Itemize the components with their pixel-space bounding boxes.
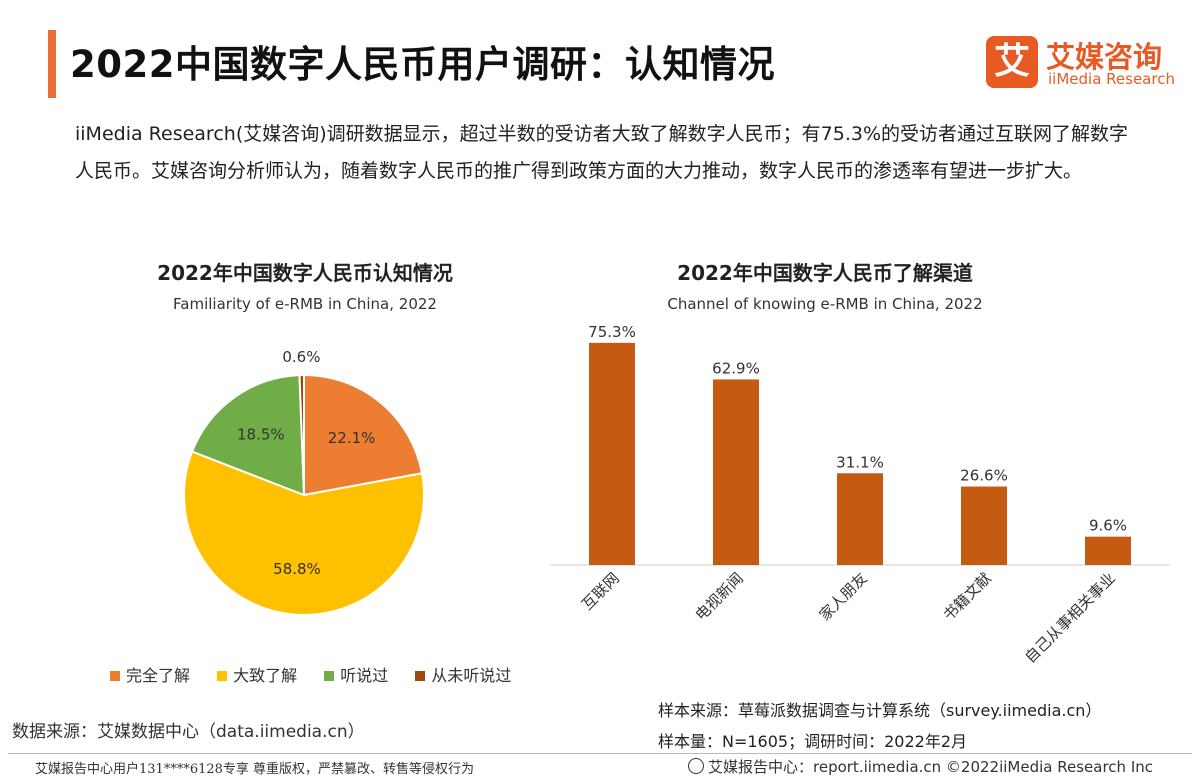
pie-slice-roughly: [183, 450, 425, 616]
footer-report-link: 艾媒报告中心：report.iimedia.cn ©2022iiMedia Re…: [688, 756, 1153, 777]
bar-category-label-1: 互联网: [578, 569, 623, 614]
legend-swatch-roughly: [217, 670, 228, 681]
pie-chart: 22.1% 58.8% 18.5% 0.6%: [183, 348, 425, 616]
data-source: 数据来源：艾媒数据中心（data.iimedia.cn）: [12, 722, 365, 742]
legend-item-never: 从未听说过: [415, 662, 511, 686]
logo-chinese-name: 艾媒咨询: [1046, 40, 1163, 74]
bar-value-label-1: 75.3%: [588, 325, 636, 341]
bar-chart: 75.3% 互联网 62.9% 电视新闻 31.1% 家人朋友 26.6% 书籍文献 9.6% 自…: [550, 325, 1170, 667]
sample-size: 样本量：N=1605；调研时间：2022年2月: [658, 732, 967, 751]
legend-label-roughly: 大致了解: [233, 666, 298, 685]
intro-paragraph: iiMedia Research(艾媒咨询)调研数据显示，超过半数的受访者大致了…: [75, 123, 1128, 182]
bar-value-label-4: 26.6%: [960, 467, 1008, 485]
page-title: 2022中国数字人民币用户调研：认知情况: [70, 43, 775, 86]
logo-mark-icon: 艾: [986, 36, 1038, 88]
legend-item-heard: 听说过: [324, 662, 388, 686]
bar-value-label-2: 62.9%: [712, 359, 760, 377]
pie-label-complete: 22.1%: [328, 429, 376, 447]
bar-3: [837, 473, 883, 565]
pie-chart-title: 2022年中国数字人民币认知情况: [157, 261, 453, 285]
legend-item-complete: 完全了解: [110, 662, 190, 686]
bar-5: [1085, 536, 1131, 565]
bar-1: [589, 342, 635, 565]
footer-report-text: 艾媒报告中心：report.iimedia.cn ©2022iiMedia Re…: [708, 758, 1154, 776]
bar-4: [961, 486, 1007, 565]
legend-swatch-heard: [324, 670, 335, 681]
globe-icon: [688, 757, 704, 774]
footer-copyright-notice: 艾媒报告中心用户131****6128专享 尊重版权，严禁篡改、转售等侵权行为: [35, 762, 475, 777]
iimedia-logo: 艾 艾媒咨询 iiMedia Research: [986, 32, 1175, 92]
bar-category-label-3: 家人朋友: [816, 569, 871, 624]
bar-chart-title: 2022年中国数字人民币了解渠道: [677, 261, 973, 285]
logo-english-name: iiMedia Research: [1048, 70, 1175, 88]
legend-label-complete: 完全了解: [126, 666, 191, 685]
legend-swatch-never: [415, 670, 426, 681]
bar-chart-subtitle: Channel of knowing e-RMB in China, 2022: [667, 295, 983, 313]
pie-slice-heard: [190, 374, 306, 497]
bar-value-label-3: 31.1%: [836, 453, 884, 471]
pie-label-roughly: 58.8%: [273, 560, 321, 578]
title-accent-bar: [48, 30, 56, 98]
pie-label-never: 0.6%: [282, 348, 320, 366]
legend-swatch-complete: [110, 670, 120, 681]
pie-slice-complete: [303, 373, 424, 497]
bar-category-label-4: 书籍文献: [940, 569, 995, 624]
pie-legend: 完全了解 大致了解 听说过 从未听说过: [110, 662, 533, 686]
legend-label-heard: 听说过: [340, 666, 389, 685]
pie-label-heard: 18.5%: [237, 425, 285, 443]
pie-slice-never: [298, 373, 305, 496]
legend-label-never: 从未听说过: [431, 666, 512, 685]
sample-source: 样本来源：草莓派数据调查与计算系统（survey.iimedia.cn）: [658, 701, 1102, 720]
bar-category-label-5: 自己从事相关事业: [1021, 569, 1119, 667]
pie-chart-subtitle: Familiarity of e-RMB in China, 2022: [173, 295, 437, 313]
legend-item-roughly: 大致了解: [217, 662, 297, 686]
bar-2: [713, 379, 759, 565]
footer-divider: [8, 753, 1192, 754]
bar-category-label-2: 电视新闻: [692, 569, 747, 624]
bar-value-label-5: 9.6%: [1089, 517, 1127, 535]
